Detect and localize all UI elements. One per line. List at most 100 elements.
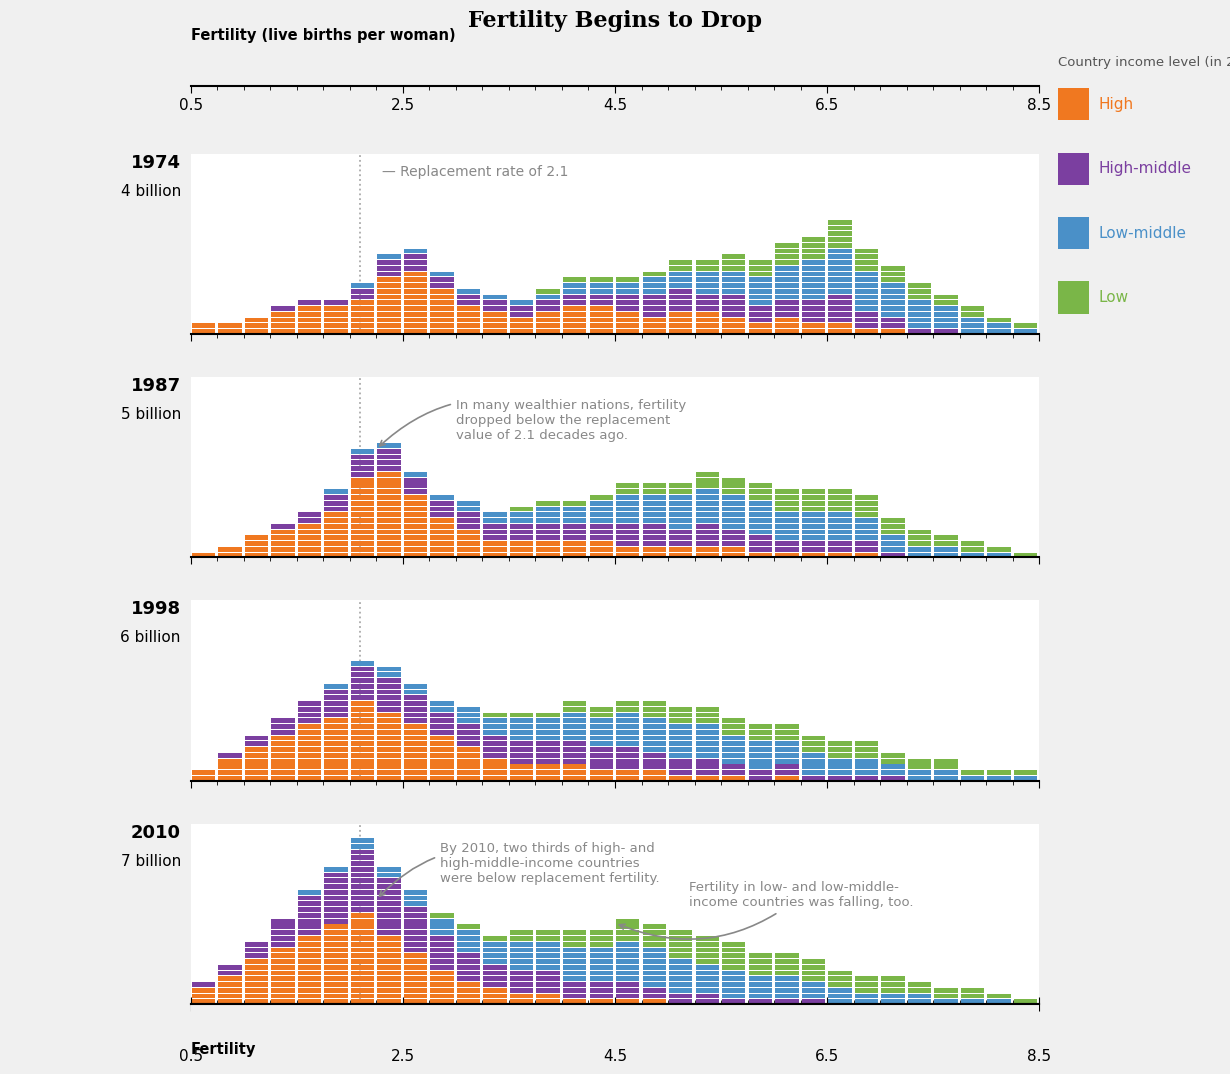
Bar (536, 306, 560, 311)
Bar (351, 661, 374, 666)
Bar (802, 765, 825, 769)
Text: High: High (1098, 97, 1134, 112)
Bar (855, 518, 878, 523)
Bar (881, 524, 904, 528)
Bar (456, 954, 480, 958)
Bar (642, 730, 665, 735)
Bar (563, 541, 587, 546)
Bar (589, 724, 613, 729)
Bar (483, 993, 507, 999)
Bar (749, 741, 772, 746)
Bar (722, 255, 745, 259)
Bar (589, 736, 613, 740)
Bar (272, 323, 295, 329)
Bar (403, 483, 427, 489)
Bar (775, 248, 798, 253)
Bar (218, 982, 241, 987)
Bar (272, 753, 295, 758)
Bar (378, 318, 401, 322)
Bar (456, 777, 480, 781)
Bar (403, 529, 427, 535)
Bar (378, 930, 401, 935)
Bar (403, 947, 427, 953)
Bar (563, 993, 587, 999)
Bar (828, 306, 851, 311)
Bar (642, 765, 665, 769)
Bar (351, 690, 374, 695)
Bar (298, 753, 321, 758)
Bar (378, 483, 401, 489)
Bar (510, 765, 534, 769)
Bar (430, 741, 454, 746)
Bar (669, 942, 692, 946)
Bar (483, 959, 507, 963)
Bar (378, 684, 401, 688)
Bar (589, 524, 613, 528)
Bar (298, 959, 321, 963)
Bar (908, 777, 931, 781)
Bar (669, 937, 692, 941)
Bar (378, 529, 401, 535)
Bar (749, 306, 772, 311)
Bar (351, 937, 374, 941)
Bar (483, 724, 507, 729)
Bar (483, 777, 507, 781)
Bar (403, 541, 427, 546)
Bar (1014, 777, 1037, 781)
Bar (749, 311, 772, 317)
Bar (802, 512, 825, 517)
Bar (563, 301, 587, 305)
Bar (961, 318, 984, 322)
Bar (722, 724, 745, 729)
Bar (775, 959, 798, 963)
Bar (855, 753, 878, 758)
Bar (378, 471, 401, 477)
Bar (696, 483, 720, 489)
Bar (669, 266, 692, 271)
Bar (403, 330, 427, 334)
Bar (456, 765, 480, 769)
Bar (828, 323, 851, 329)
Bar (642, 947, 665, 953)
Bar (218, 765, 241, 769)
Bar (855, 988, 878, 992)
Bar (483, 730, 507, 735)
Bar (351, 982, 374, 987)
Bar (669, 512, 692, 517)
Bar (563, 748, 587, 752)
Bar (403, 535, 427, 540)
Bar (961, 993, 984, 999)
Bar (351, 678, 374, 683)
Text: Low-middle: Low-middle (1098, 226, 1187, 241)
Bar (722, 982, 745, 987)
Bar (908, 535, 931, 540)
Bar (403, 266, 427, 271)
Bar (616, 971, 640, 975)
Bar (855, 1000, 878, 1004)
Bar (272, 318, 295, 322)
Bar (775, 976, 798, 982)
Bar (908, 318, 931, 322)
Bar (775, 330, 798, 334)
Bar (218, 971, 241, 975)
Bar (642, 330, 665, 334)
Bar (456, 529, 480, 535)
Bar (669, 713, 692, 717)
Bar (403, 507, 427, 511)
Bar (351, 925, 374, 929)
Bar (218, 988, 241, 992)
Bar (722, 758, 745, 764)
Bar (378, 748, 401, 752)
Bar (855, 524, 878, 528)
Bar (935, 311, 958, 317)
Bar (908, 758, 931, 764)
Bar (563, 736, 587, 740)
Bar (749, 318, 772, 322)
Bar (456, 730, 480, 735)
Bar (325, 701, 348, 706)
Bar (616, 988, 640, 992)
Bar (351, 724, 374, 729)
Bar (696, 318, 720, 322)
Bar (192, 777, 215, 781)
Bar (298, 724, 321, 729)
